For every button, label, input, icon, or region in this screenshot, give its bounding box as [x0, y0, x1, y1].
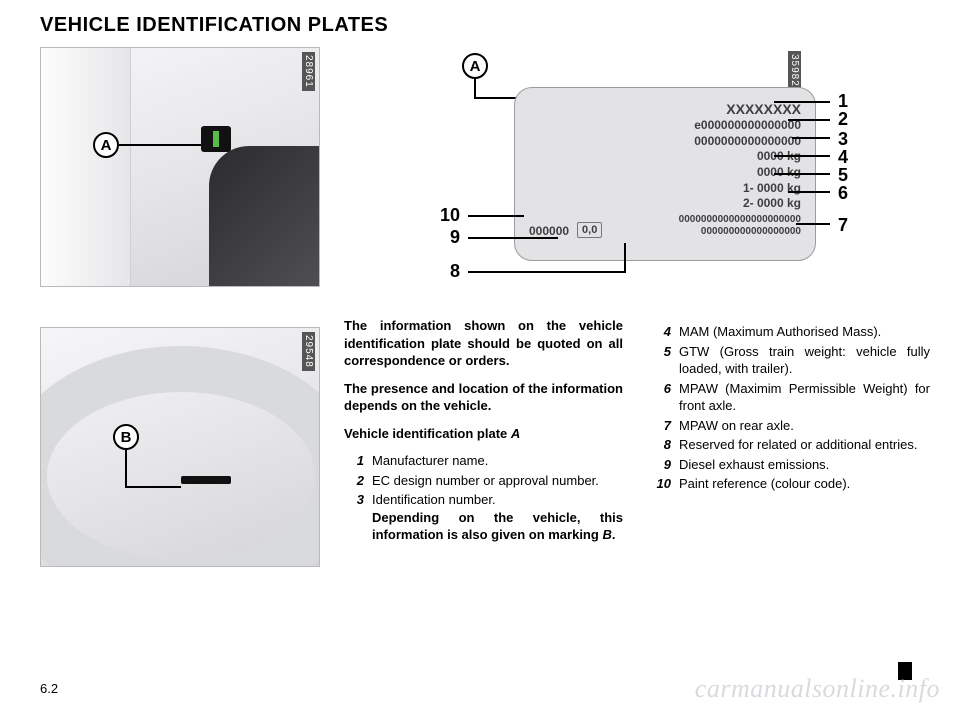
- photo-b: 29548 B: [40, 327, 320, 567]
- item-list-right: 4 MAM (Maximum Authorised Mass). 5 GTW (…: [651, 323, 930, 493]
- callout-a-circle: A: [93, 132, 119, 158]
- leader-10: [468, 215, 524, 217]
- vin-marking-slot: [181, 476, 231, 484]
- plate-bottom-r1: 0000000000000000000000: [679, 214, 801, 226]
- intro-paragraph-1: The information shown on the ve­hicle id…: [344, 317, 623, 370]
- item-1-text: Manufacturer name.: [372, 452, 623, 470]
- plate-bottom-r2: 000000000000000000: [679, 226, 801, 238]
- callout-b-circle: B: [113, 424, 139, 450]
- item-6: 6 MPAW (Maximim Permissible Weight) for …: [651, 380, 930, 415]
- page-title: VEHICLE IDENTIFICATION PLATES: [0, 0, 960, 47]
- leader-6: [788, 191, 830, 193]
- plate-line-7: 2- 0000 kg: [529, 196, 801, 212]
- plate-line-5: 0000 kg: [529, 165, 801, 181]
- plate-line-4: 0000 kg: [529, 149, 801, 165]
- item-7-num: 7: [651, 417, 671, 435]
- leader-7: [796, 223, 830, 225]
- item-7: 7 MPAW on rear axle.: [651, 417, 930, 435]
- num-10: 10: [440, 205, 460, 226]
- num-8: 8: [450, 261, 460, 282]
- item-8: 8 Reserved for related or additional ent…: [651, 436, 930, 454]
- item-6-num: 6: [651, 380, 671, 415]
- list-title-prefix: Vehicle identification plate: [344, 426, 511, 441]
- item-2: 2 EC design number or approval number.: [344, 472, 623, 490]
- plate-bottom-num: 000000: [529, 224, 569, 238]
- item-3-extra-b: B: [602, 527, 611, 542]
- photo-a-id: 28961: [302, 52, 315, 91]
- plate-diagram-id: 35982: [788, 51, 801, 90]
- id-plate: XXXXXXXX e000000000000000 00000000000000…: [514, 87, 816, 261]
- leader-5: [774, 173, 830, 175]
- item-1: 1 Manufacturer name.: [344, 452, 623, 470]
- item-3-extra-end: .: [612, 527, 616, 542]
- item-4-num: 4: [651, 323, 671, 341]
- item-6-text: MPAW (Maximim Permissible Weight) for fr…: [679, 380, 930, 415]
- plate-line-1: XXXXXXXX: [529, 100, 801, 118]
- plate-callout-a: A: [462, 53, 488, 79]
- item-8-num: 8: [651, 436, 671, 454]
- item-1-num: 1: [344, 452, 364, 470]
- num-9: 9: [450, 227, 460, 248]
- door-panel-shape: [41, 48, 131, 286]
- content-columns: 28961 A 29548 B 35982 A XXXXXXXX e000000…: [0, 47, 960, 567]
- text-col-left: The information shown on the ve­hicle id…: [344, 317, 623, 546]
- plate-bottom-row: 000000 0,0 0000000000000000000000 000000…: [529, 214, 801, 238]
- right-column: 35982 A XXXXXXXX e000000000000000 000000…: [344, 47, 930, 567]
- num-2: 2: [838, 109, 848, 130]
- plate-callout-line: [474, 79, 476, 97]
- left-photo-column: 28961 A 29548 B: [40, 47, 320, 567]
- item-5-text: GTW (Gross train weight: vehicle fully l…: [679, 343, 930, 378]
- corner-crop-mark: [898, 662, 912, 680]
- item-4: 4 MAM (Maximum Authorised Mass).: [651, 323, 930, 341]
- item-5: 5 GTW (Gross train weight: vehicle fully…: [651, 343, 930, 378]
- leader-3: [792, 137, 830, 139]
- list-title-suffix: A: [511, 426, 520, 441]
- seat-shape: [209, 146, 319, 286]
- intro-paragraph-2: The presence and location of the in­form…: [344, 380, 623, 415]
- leader-4: [774, 155, 830, 157]
- item-10: 10 Paint reference (colour code).: [651, 475, 930, 493]
- num-6: 6: [838, 183, 848, 204]
- list-title: Vehicle identification plate A: [344, 425, 623, 443]
- leader-8: [468, 271, 626, 273]
- num-7: 7: [838, 215, 848, 236]
- plate-diagram: 35982 A XXXXXXXX e000000000000000 000000…: [344, 47, 930, 297]
- item-3-text-a: Identification number.: [372, 492, 496, 507]
- plate-bottom-box: 0,0: [577, 222, 602, 238]
- photo-a: 28961 A: [40, 47, 320, 287]
- item-2-num: 2: [344, 472, 364, 490]
- item-10-text: Paint reference (colour code).: [679, 475, 930, 493]
- page-number: 6.2: [40, 681, 58, 696]
- text-columns: The information shown on the ve­hicle id…: [344, 317, 930, 546]
- plate-line-3: 0000000000000000: [529, 134, 801, 150]
- item-2-text: EC design number or approval number.: [372, 472, 623, 490]
- item-7-text: MPAW on rear axle.: [679, 417, 930, 435]
- item-9: 9 Diesel exhaust emissions.: [651, 456, 930, 474]
- leader-9: [468, 237, 558, 239]
- item-10-num: 10: [651, 475, 671, 493]
- leader-8v: [624, 243, 626, 273]
- item-4-text: MAM (Maximum Authorised Mass).: [679, 323, 930, 341]
- item-9-text: Diesel exhaust emissions.: [679, 456, 930, 474]
- plate-line-6: 1- 0000 kg: [529, 181, 801, 197]
- plate-line-2: e000000000000000: [529, 118, 801, 134]
- leader-2: [788, 119, 830, 121]
- item-3-extra: Depending on the vehicle, this informati…: [372, 510, 623, 543]
- text-col-right: 4 MAM (Maximum Authorised Mass). 5 GTW (…: [651, 317, 930, 546]
- item-9-num: 9: [651, 456, 671, 474]
- item-3: 3 Identification number. Depending on th…: [344, 491, 623, 544]
- callout-b-line-v: [125, 450, 127, 488]
- item-8-text: Reserved for related or additional entri…: [679, 436, 930, 454]
- photo-b-id: 29548: [302, 332, 315, 371]
- callout-b-line-h: [125, 486, 181, 488]
- leader-1: [774, 101, 830, 103]
- item-list-left: 1 Manufacturer name. 2 EC design number …: [344, 452, 623, 544]
- item-5-num: 5: [651, 343, 671, 378]
- vin-plate-on-door: [201, 126, 231, 152]
- body-panel-arc: [40, 346, 320, 567]
- plate-bottom-stack: 0000000000000000000000 00000000000000000…: [679, 214, 801, 238]
- item-3-text: Identification number. Depending on the …: [372, 491, 623, 544]
- callout-a-line: [119, 144, 201, 146]
- item-3-num: 3: [344, 491, 364, 544]
